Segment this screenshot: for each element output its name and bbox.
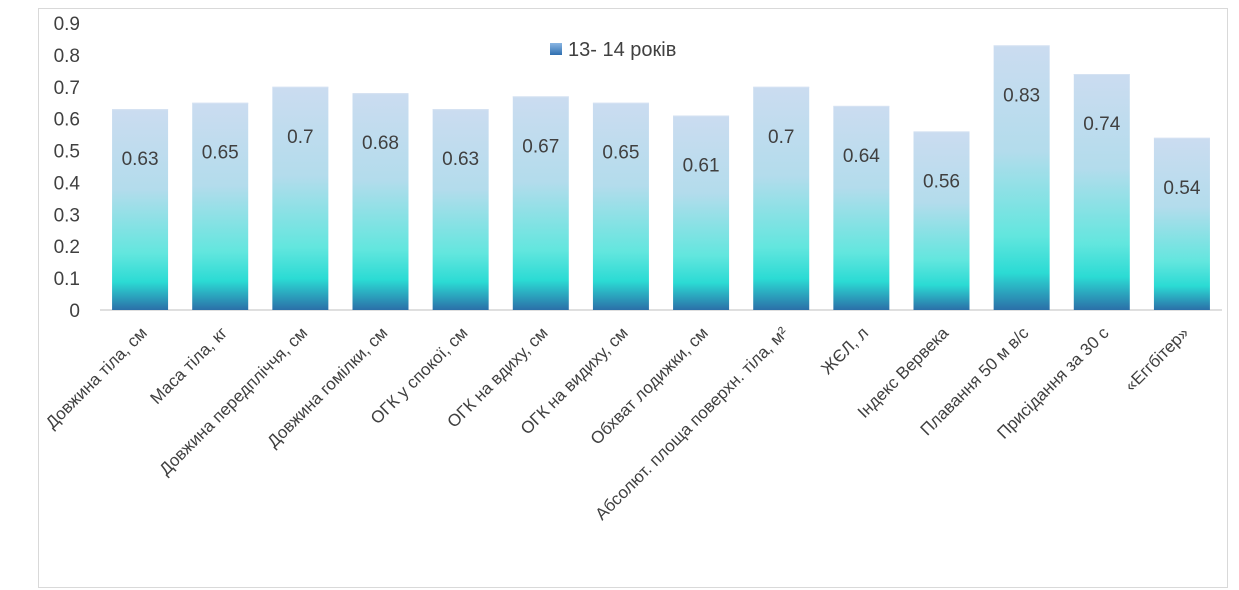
bar bbox=[592, 102, 649, 310]
legend-swatch bbox=[550, 43, 562, 55]
data-label: 0.7 bbox=[768, 127, 794, 148]
y-tick-label: 0.7 bbox=[54, 78, 80, 99]
y-tick-label: 0.3 bbox=[54, 205, 80, 226]
bar bbox=[272, 86, 329, 311]
bar bbox=[352, 93, 409, 311]
data-label: 0.64 bbox=[843, 146, 880, 167]
y-tick-label: 0 bbox=[69, 301, 80, 322]
data-labels: 0.63 0.65 0.7 0.68 0.63 0.67 0.65 0.61 0.7 0.64 0.… bbox=[122, 85, 1201, 198]
data-label: 0.63 bbox=[122, 149, 159, 170]
legend-label: 13- 14 років bbox=[568, 39, 676, 61]
data-label: 0.7 bbox=[287, 127, 313, 148]
bar bbox=[753, 86, 810, 311]
category-label: Довжина передпліччя, см bbox=[156, 323, 312, 479]
bar bbox=[1153, 137, 1210, 310]
category-label: Довжина тіла, см bbox=[42, 323, 151, 432]
data-label: 0.56 bbox=[923, 171, 960, 192]
y-tick-label: 0.8 bbox=[54, 46, 80, 67]
bar bbox=[112, 109, 169, 310]
data-label: 0.65 bbox=[602, 143, 639, 164]
y-tick-label: 0.6 bbox=[54, 110, 80, 131]
bar bbox=[432, 109, 489, 310]
bar bbox=[993, 45, 1050, 310]
data-label: 0.83 bbox=[1003, 85, 1040, 106]
bar bbox=[512, 96, 569, 310]
y-tick-label: 0.9 bbox=[54, 14, 80, 35]
data-label: 0.54 bbox=[1163, 178, 1200, 199]
data-label: 0.67 bbox=[522, 136, 559, 157]
bar bbox=[192, 102, 249, 310]
category-label: «Еггбітер» bbox=[1121, 323, 1193, 395]
legend: 13- 14 років bbox=[550, 39, 676, 61]
category-label: Маса тіла, кг bbox=[147, 323, 232, 408]
bar bbox=[833, 105, 890, 311]
category-label: ЖЄЛ, л bbox=[817, 323, 872, 378]
y-tick-label: 0.5 bbox=[54, 142, 80, 163]
data-label: 0.61 bbox=[683, 155, 720, 176]
data-label: 0.63 bbox=[442, 149, 479, 170]
y-tick-label: 0.2 bbox=[54, 237, 80, 258]
data-label: 0.74 bbox=[1083, 114, 1120, 135]
data-label: 0.68 bbox=[362, 133, 399, 154]
bar bbox=[913, 131, 970, 310]
y-tick-label: 0.1 bbox=[54, 269, 80, 290]
y-tick-label: 0.4 bbox=[54, 173, 81, 194]
bar bbox=[1073, 74, 1130, 311]
bar bbox=[673, 115, 730, 310]
bars bbox=[112, 45, 1210, 311]
y-axis-labels: 0 0.1 0.2 0.3 0.4 0.5 0.6 0.7 0.8 0.9 bbox=[54, 14, 81, 322]
data-label: 0.65 bbox=[202, 143, 239, 164]
